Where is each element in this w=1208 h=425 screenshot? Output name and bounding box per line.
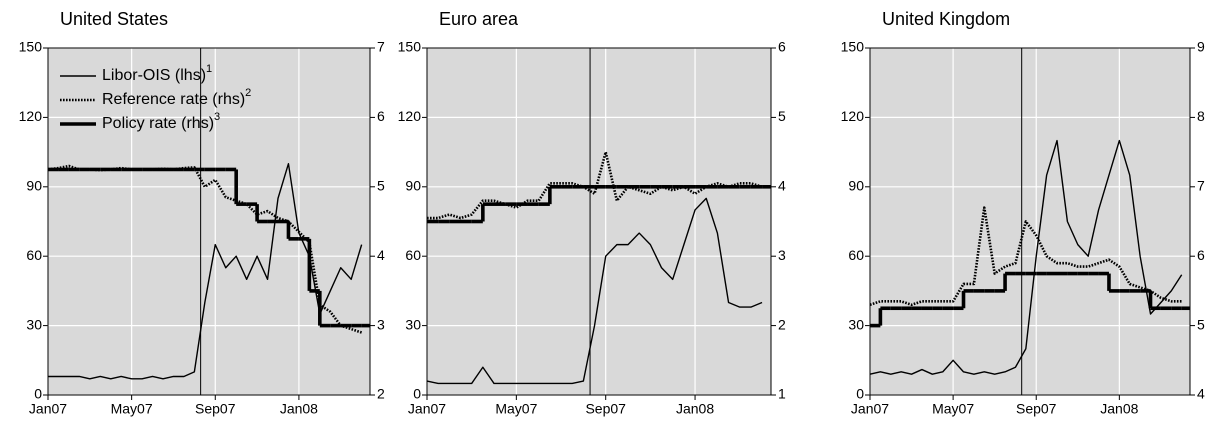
- y-tick-label: 150: [841, 39, 865, 55]
- plot-frame: [426, 47, 772, 396]
- y2-tick-label: 7: [1197, 178, 1205, 194]
- y-tick-label: 120: [19, 108, 43, 124]
- x-tick-label: Sep07: [1016, 401, 1057, 417]
- chart-title: United States: [60, 9, 168, 29]
- y-tick-label: 60: [405, 247, 421, 263]
- y-tick-label: 30: [26, 316, 42, 332]
- y2-tick-label: 6: [377, 108, 385, 124]
- legend-label: Policy rate (rhs)3: [102, 111, 220, 132]
- legend-name: Libor-OIS (lhs): [102, 67, 206, 84]
- y2-tick-label: 2: [778, 316, 786, 332]
- x-tick-label: Jan07: [851, 401, 889, 417]
- plot-area: [870, 48, 1190, 395]
- legend-label: Reference rate (rhs)2: [102, 87, 251, 108]
- y2-tick-label: 3: [778, 247, 786, 263]
- y2-tick-label: 4: [1197, 386, 1205, 402]
- y2-tick-label: 6: [778, 39, 786, 55]
- chart-title: Euro area: [439, 9, 519, 29]
- x-tick-label: Jan08: [1100, 401, 1138, 417]
- y2-tick-label: 2: [377, 386, 385, 402]
- y-tick-label: 30: [405, 316, 421, 332]
- legend-footnote: 2: [245, 87, 251, 99]
- plot-area: [48, 48, 370, 395]
- legend-label: Libor-OIS (lhs)1: [102, 63, 212, 84]
- y-tick-label: 0: [34, 386, 42, 402]
- y2-tick-label: 3: [377, 316, 385, 332]
- y-tick-label: 0: [856, 386, 864, 402]
- x-tick-label: May07: [495, 401, 537, 417]
- y-tick-label: 150: [19, 39, 43, 55]
- y2-tick-label: 4: [778, 178, 786, 194]
- x-tick-label: May07: [111, 401, 153, 417]
- y2-tick-label: 4: [377, 247, 385, 263]
- y-tick-label: 60: [26, 247, 42, 263]
- y2-tick-label: 9: [1197, 39, 1205, 55]
- y2-tick-label: 8: [1197, 108, 1205, 124]
- x-tick-label: Jan08: [676, 401, 714, 417]
- x-tick-label: Jan07: [29, 401, 67, 417]
- y2-tick-label: 1: [778, 386, 786, 402]
- x-tick-label: Sep07: [195, 401, 236, 417]
- y2-tick-label: 5: [377, 178, 385, 194]
- plot-frame: [47, 47, 371, 396]
- y-tick-label: 30: [848, 316, 864, 332]
- y2-tick-label: 5: [778, 108, 786, 124]
- y2-tick-label: 7: [377, 39, 385, 55]
- y-tick-label: 90: [848, 178, 864, 194]
- y-tick-label: 90: [26, 178, 42, 194]
- series-line: [869, 206, 1182, 307]
- x-tick-label: Jan07: [408, 401, 446, 417]
- series-line: [869, 139, 1183, 375]
- y-tick-label: 0: [413, 386, 421, 402]
- plot-frame: [869, 47, 1191, 396]
- legend-name: Reference rate (rhs): [102, 91, 245, 108]
- y2-tick-label: 5: [1197, 316, 1205, 332]
- y-tick-label: 120: [841, 108, 865, 124]
- legend-footnote: 1: [206, 63, 212, 75]
- legend-name: Policy rate (rhs): [102, 115, 214, 132]
- x-tick-label: May07: [932, 401, 974, 417]
- y-tick-label: 120: [398, 108, 422, 124]
- y-tick-label: 90: [405, 178, 421, 194]
- legend-footnote: 3: [214, 111, 220, 123]
- chart-title: United Kingdom: [882, 9, 1010, 29]
- x-tick-label: Sep07: [585, 401, 626, 417]
- y-tick-label: 150: [398, 39, 422, 55]
- y2-tick-label: 6: [1197, 247, 1205, 263]
- series-line: [426, 197, 763, 385]
- x-tick-label: Jan08: [280, 401, 318, 417]
- y-tick-label: 60: [848, 247, 864, 263]
